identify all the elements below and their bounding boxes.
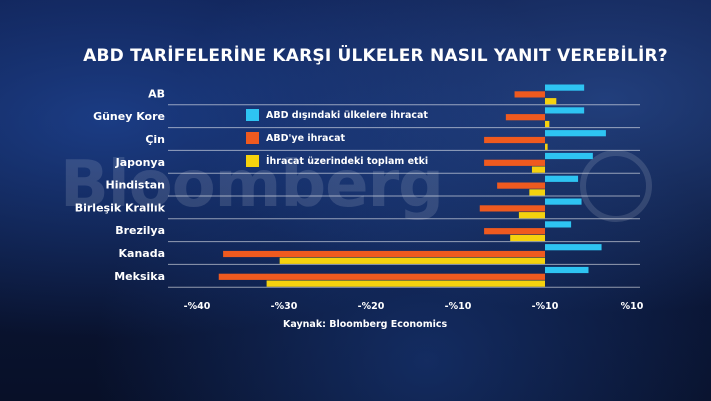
bar-us-exports xyxy=(497,182,545,189)
bar-us-exports xyxy=(479,205,545,212)
bar-non-us-exports xyxy=(545,175,579,182)
x-tick-label: -%40 xyxy=(184,301,211,312)
bar-non-us-exports xyxy=(545,130,606,137)
bar-non-us-exports xyxy=(545,221,572,228)
legend-item-total-impact: İhracat üzerindeki toplam etki xyxy=(246,154,428,168)
x-tick-label: -%20 xyxy=(358,301,385,312)
legend-label: İhracat üzerindeki toplam etki xyxy=(266,155,429,167)
bar-total-impact xyxy=(279,257,545,264)
x-tick-label: -%10 xyxy=(532,301,559,312)
legend-label: ABD'ye ihracat xyxy=(266,132,346,144)
bar-total-impact xyxy=(531,166,545,173)
category-label: Brezilya xyxy=(115,224,165,237)
legend-item-non-us-exports: ABD dışındaki ülkelere ihracat xyxy=(246,108,428,122)
bar-non-us-exports xyxy=(545,198,582,205)
bar-total-impact xyxy=(266,280,545,287)
category-label: Çin xyxy=(145,133,165,146)
legend-item-us-exports: ABD'ye ihracat xyxy=(246,131,428,145)
legend-swatch-orange xyxy=(246,132,259,144)
bar-total-impact xyxy=(518,212,545,219)
category-label: Kanada xyxy=(119,247,166,260)
bar-total-impact xyxy=(545,98,557,105)
bar-us-exports xyxy=(505,114,545,121)
bar-total-impact xyxy=(529,189,545,196)
bar-non-us-exports xyxy=(545,266,589,274)
bar-us-exports xyxy=(484,228,545,235)
bar-non-us-exports xyxy=(545,244,602,251)
legend-swatch-cyan xyxy=(246,109,259,121)
chart-legend: ABD dışındaki ülkelere ihracat ABD'ye ih… xyxy=(246,108,428,177)
chart-title: ABD TARİFELERİNE KARŞI ÜLKELER NASIL YAN… xyxy=(83,46,668,66)
bar-us-exports xyxy=(484,159,545,166)
bar-non-us-exports xyxy=(545,84,585,91)
legend-swatch-yellow xyxy=(246,155,259,167)
bar-us-exports xyxy=(223,250,545,258)
bar-us-exports xyxy=(484,136,545,144)
bar-total-impact xyxy=(545,143,548,150)
x-tick-label: -%30 xyxy=(271,301,298,312)
bar-total-impact xyxy=(545,120,550,128)
x-tick-label: -%10 xyxy=(445,301,472,312)
bar-us-exports xyxy=(514,91,545,98)
category-label: Japonya xyxy=(115,156,165,169)
source-note: Kaynak: Bloomberg Economics xyxy=(283,319,448,330)
bar-non-us-exports xyxy=(545,152,593,160)
bar-total-impact xyxy=(510,234,545,242)
category-label: Birleşik Krallık xyxy=(75,201,166,214)
category-label: Güney Kore xyxy=(93,110,165,123)
bar-us-exports xyxy=(218,273,545,280)
legend-label: ABD dışındaki ülkelere ihracat xyxy=(266,109,428,121)
x-tick-label: %10 xyxy=(621,301,644,312)
category-label: Hindistan xyxy=(105,179,165,192)
category-label: AB xyxy=(148,87,165,100)
category-label: Meksika xyxy=(114,270,165,283)
bar-non-us-exports xyxy=(545,107,585,114)
